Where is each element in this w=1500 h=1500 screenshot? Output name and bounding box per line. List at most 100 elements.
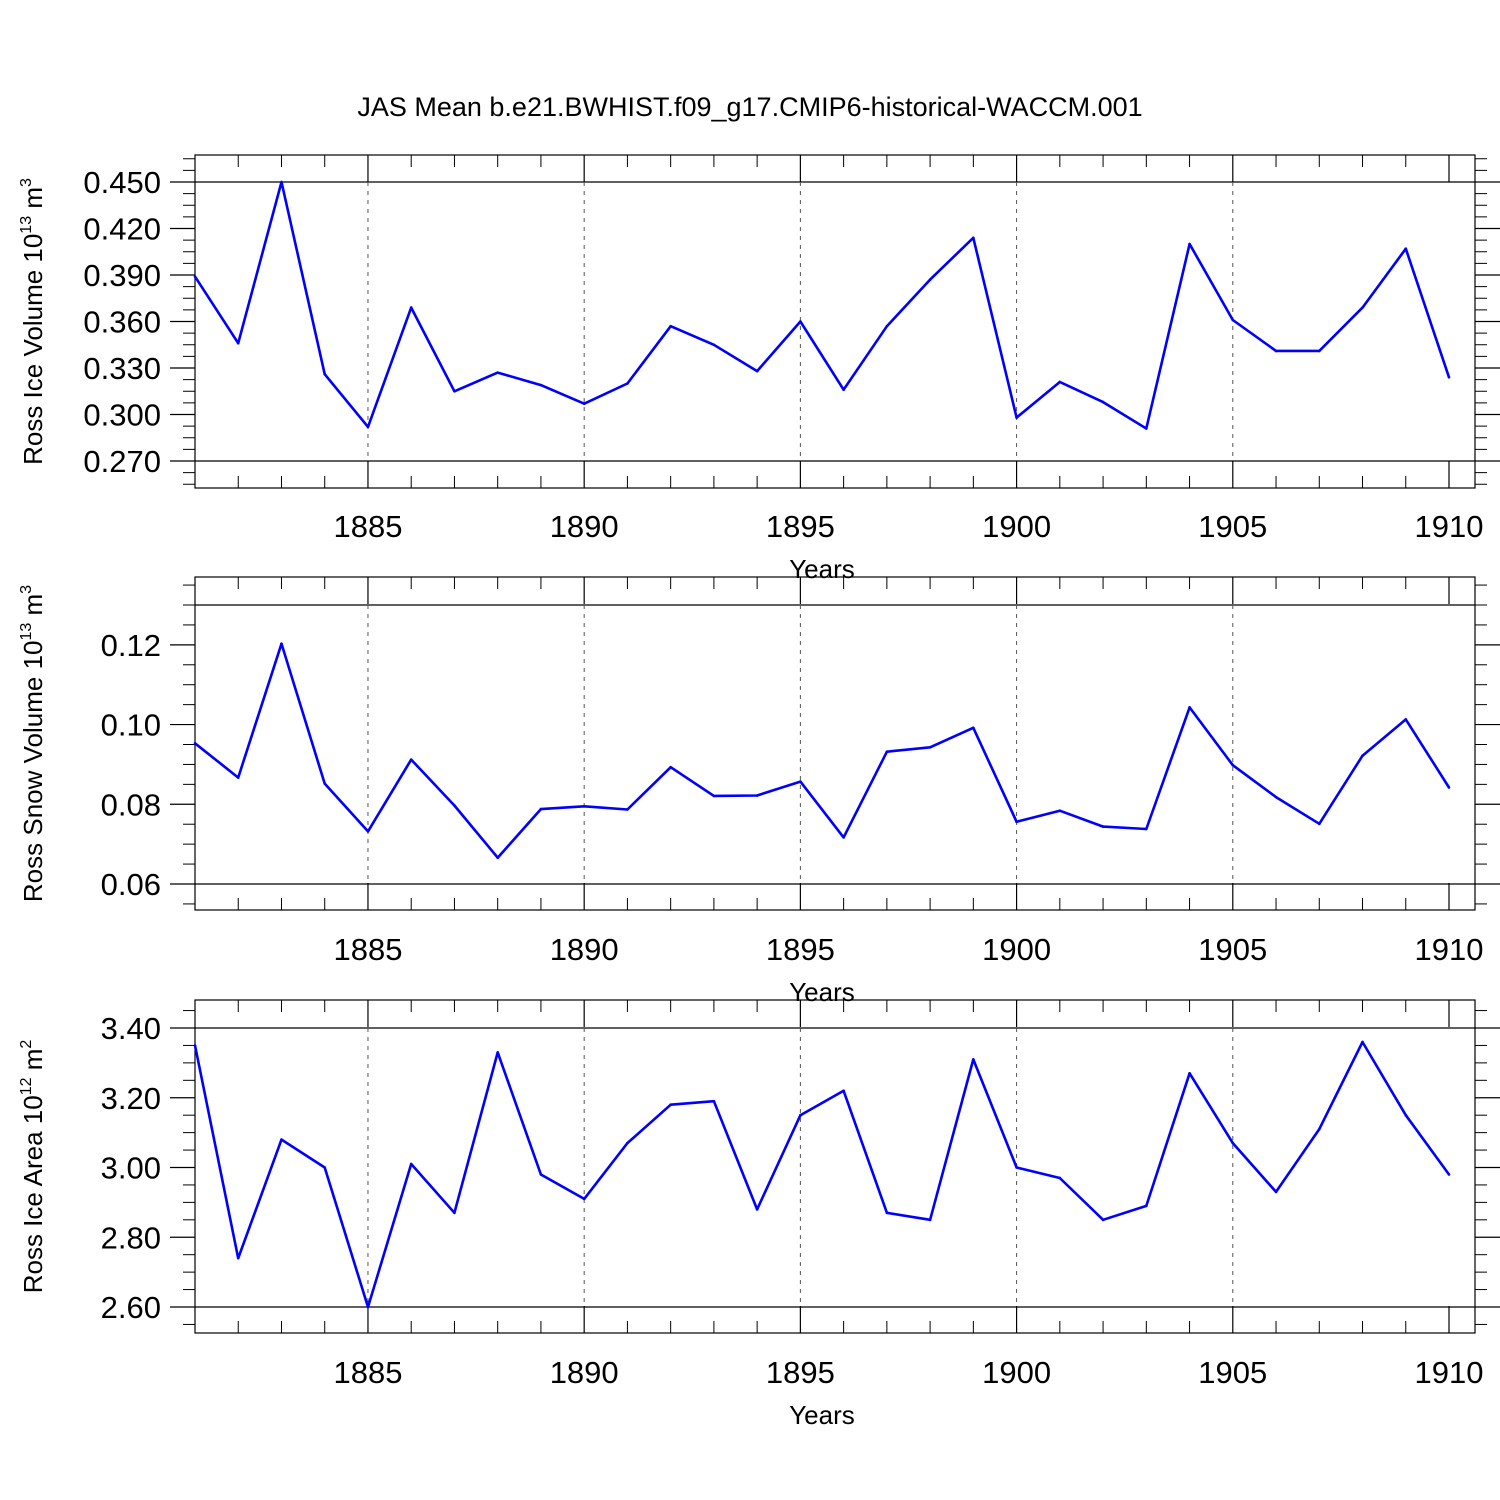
x-tick-label: 1905 — [1198, 932, 1267, 967]
x-tick-label: 1905 — [1198, 1355, 1267, 1390]
data-point — [1101, 825, 1105, 828]
data-point — [626, 1141, 629, 1145]
data-point — [712, 794, 716, 798]
x-axis-title: Years — [789, 1400, 855, 1430]
y-tick-label: 0.06 — [101, 867, 161, 902]
data-point — [582, 1197, 586, 1201]
data-point — [453, 1211, 456, 1215]
x-tick-label: 1900 — [982, 932, 1051, 967]
y-tick-label: 0.300 — [83, 398, 161, 433]
data-point — [453, 804, 456, 807]
data-point — [1447, 1173, 1451, 1176]
data-point — [496, 371, 499, 374]
data-point — [1231, 318, 1235, 322]
data-point — [1101, 400, 1105, 404]
data-point — [885, 324, 889, 328]
data-point — [236, 341, 240, 345]
data-point — [799, 1113, 802, 1117]
data-point — [1361, 306, 1364, 309]
data-point — [972, 236, 975, 240]
data-point — [280, 1138, 283, 1141]
data-point — [669, 324, 672, 328]
data-point — [539, 807, 543, 811]
y-tick-label: 3.40 — [101, 1011, 161, 1046]
data-point — [1015, 1166, 1018, 1169]
series-line — [193, 180, 1451, 430]
data-point — [539, 383, 543, 387]
data-point — [366, 425, 370, 429]
x-tick-label: 1885 — [333, 932, 402, 967]
y-tick-label: 0.420 — [83, 212, 161, 247]
data-point — [712, 343, 716, 347]
data-point — [496, 1051, 499, 1054]
x-tick-label: 1885 — [333, 509, 402, 544]
chart-panel-3: 2.60 2.80 3.00 3.20 3.40 1885 1890 1895 1900 1905… — [18, 999, 1500, 1430]
data-point — [626, 808, 629, 811]
data-point — [582, 804, 586, 808]
data-point — [799, 320, 802, 323]
x-tick-label: 1885 — [333, 1355, 402, 1390]
data-point — [1447, 376, 1451, 379]
x-axis-title: Years — [789, 554, 855, 584]
data-point — [1015, 416, 1018, 419]
data-point — [1188, 1072, 1191, 1075]
data-point — [1404, 247, 1408, 250]
data-point — [409, 306, 413, 309]
x-tick-label: 1890 — [550, 932, 619, 967]
y-tick-label: 0.10 — [101, 708, 161, 743]
data-point — [496, 856, 499, 859]
data-point — [972, 726, 975, 730]
x-tick-label: 1910 — [1415, 932, 1484, 967]
data-point — [323, 782, 327, 785]
data-point — [1317, 1127, 1321, 1131]
data-point — [842, 1089, 845, 1093]
data-point — [842, 836, 845, 839]
data-point — [323, 1166, 327, 1169]
y-tick-label: 0.12 — [101, 628, 161, 663]
data-point — [928, 745, 932, 749]
data-point — [928, 278, 932, 281]
data-point — [626, 382, 629, 385]
data-point — [1274, 1190, 1278, 1194]
data-point — [193, 275, 197, 278]
x-tick-label: 1895 — [766, 932, 835, 967]
x-tick-label: 1910 — [1415, 1355, 1484, 1390]
data-point — [409, 758, 413, 761]
data-point — [280, 642, 283, 645]
chart-panel-1: 0.270 0.300 0.330 0.360 0.390 0.420 0.450 1885 1… — [18, 154, 1500, 584]
y-tick-label: 0.330 — [83, 351, 161, 386]
data-point — [1231, 763, 1235, 767]
data-point — [885, 750, 889, 753]
data-point — [366, 830, 370, 833]
data-point — [755, 369, 759, 373]
x-tick-label: 1895 — [766, 509, 835, 544]
data-point — [1317, 822, 1321, 826]
data-point — [1447, 786, 1451, 789]
plot-frame — [194, 576, 1476, 911]
data-point — [582, 402, 586, 405]
x-tick-label: 1900 — [982, 1355, 1051, 1390]
data-point — [1404, 1113, 1408, 1117]
data-point — [1015, 820, 1018, 824]
y-axis-title: Ross Snow Volume 1013 m3 — [18, 585, 48, 902]
data-point — [1231, 1141, 1235, 1145]
data-point — [669, 765, 672, 769]
x-axis-title: Years — [789, 977, 855, 1007]
data-point — [1145, 1204, 1148, 1208]
data-point — [453, 389, 456, 393]
data-point — [1274, 795, 1278, 799]
data-point — [1145, 427, 1148, 430]
data-point — [755, 794, 759, 797]
data-point — [1058, 809, 1062, 812]
chart-panel-2: 0.06 0.08 0.10 0.12 1885 1890 1895 1900 1905 1910… — [18, 576, 1500, 1007]
data-point — [928, 1218, 932, 1222]
data-point — [1361, 1040, 1364, 1044]
plot-frame — [194, 154, 1476, 489]
data-point — [1188, 706, 1191, 709]
data-point — [712, 1099, 716, 1103]
data-point — [1404, 718, 1408, 721]
data-point — [1274, 349, 1278, 353]
data-point — [842, 388, 845, 392]
y-axis-title: Ross Ice Area 1012 m2 — [18, 1040, 48, 1294]
